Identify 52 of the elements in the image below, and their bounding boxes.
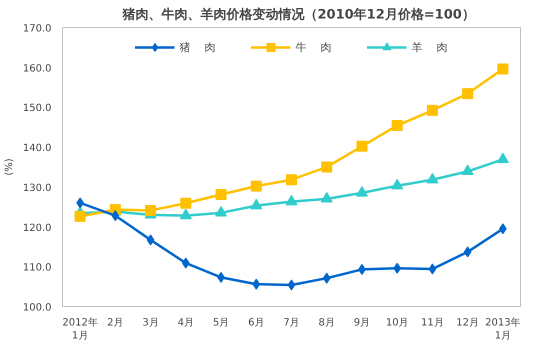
legend-label: 猪 肉 xyxy=(180,40,216,54)
x-tick-label: 2月 xyxy=(107,318,124,328)
y-tick-label: 140.0 xyxy=(22,143,52,154)
point xyxy=(182,258,190,269)
point xyxy=(426,104,438,116)
point xyxy=(356,186,368,197)
y-tick-label: 170.0 xyxy=(22,24,52,34)
point xyxy=(497,63,508,74)
point xyxy=(392,120,403,132)
legend-label: 牛 肉 xyxy=(296,40,332,54)
y-tick-label: 130.0 xyxy=(22,182,52,194)
point xyxy=(180,208,192,220)
point xyxy=(496,152,509,164)
point xyxy=(252,278,260,290)
y-axis-title: (%) xyxy=(4,158,15,176)
point xyxy=(215,206,228,217)
x-tick-label: 2012年 1月 xyxy=(62,316,98,342)
y-tick-label: 160.0 xyxy=(22,63,52,74)
point xyxy=(74,210,86,222)
x-tick-label: 4月 xyxy=(178,318,194,328)
y-tick-label: 110.0 xyxy=(22,262,52,274)
point xyxy=(250,198,262,210)
point xyxy=(320,192,333,203)
x-tick-label: 5月 xyxy=(212,318,230,328)
x-tick-label: 12月 xyxy=(456,318,480,328)
x-tick-label: 7月 xyxy=(283,318,300,328)
point xyxy=(462,164,474,176)
point xyxy=(356,140,368,152)
point xyxy=(145,204,156,216)
point xyxy=(180,198,192,209)
y-tick-label: 150.0 xyxy=(22,103,52,114)
point xyxy=(462,88,474,100)
point xyxy=(286,194,298,206)
x-tick-label: 9月 xyxy=(354,318,370,328)
point xyxy=(250,180,262,192)
y-tick-label: 120.0 xyxy=(22,222,52,234)
x-tick-label: 10月 xyxy=(386,318,409,328)
y-tick-label: 100.0 xyxy=(22,302,52,314)
legend-label: 羊 肉 xyxy=(412,40,448,54)
point xyxy=(322,272,331,284)
point xyxy=(216,189,227,200)
point xyxy=(391,178,404,190)
chart-title: 猪肉、牛肉、羊肉价格变动情况（2010年12月价格=100） xyxy=(122,6,475,22)
point xyxy=(393,262,402,274)
x-tick-label: 11月 xyxy=(421,318,444,328)
x-tick-label: 2013年 1月 xyxy=(485,316,521,342)
x-tick-label: 8月 xyxy=(318,318,335,328)
point xyxy=(321,162,332,172)
point xyxy=(426,172,438,184)
x-tick-label: 6月 xyxy=(248,318,264,328)
x-tick-label: 3月 xyxy=(142,318,159,328)
point xyxy=(286,174,297,186)
